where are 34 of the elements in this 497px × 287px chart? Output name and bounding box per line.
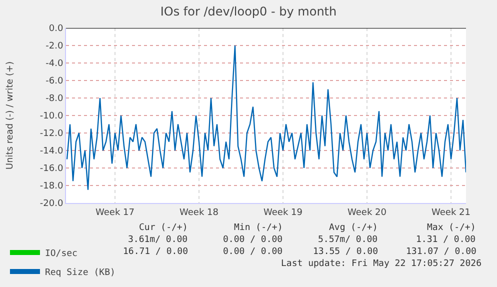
chart-title: IOs for /dev/loop0 - by month <box>160 4 337 19</box>
y-tick-label: -2.0 <box>46 42 64 52</box>
text: Last update: Fri May 22 17:05:27 2026 <box>281 259 482 269</box>
text: Max (-/+) <box>427 223 476 233</box>
text: 0.00 / 0.00 <box>223 235 283 245</box>
y-tick-label: -16.0 <box>40 164 64 174</box>
y-tick-label: -8.0 <box>46 94 64 104</box>
text: 5.57m/ 0.00 <box>318 235 378 245</box>
text: 3.61m/ 0.00 <box>128 235 188 245</box>
y-tick-label: -20.0 <box>40 199 64 210</box>
line-series <box>66 44 466 190</box>
y-tick-label: -4.0 <box>46 59 64 70</box>
text: 131.07 / 0.00 <box>406 247 476 257</box>
text: Min (-/+) <box>234 223 283 233</box>
text: 0.00 / 0.00 <box>223 247 283 257</box>
x-tick-label: Week 21 <box>432 208 470 218</box>
y-tick-label: -12.0 <box>40 129 64 140</box>
y-tick-label: -6.0 <box>46 76 64 87</box>
x-tick-label: Week 20 <box>348 208 387 218</box>
text: Avg (-/+) <box>329 223 378 233</box>
x-tick-label: Week 17 <box>96 208 134 218</box>
x-tick-label: Week 18 <box>180 208 219 218</box>
y-tick-label: 0.0 <box>48 24 64 34</box>
text: 13.55 / 0.00 <box>313 247 378 257</box>
text: 16.71 / 0.00 <box>123 247 188 257</box>
x-tick-label: Week 19 <box>264 208 303 218</box>
y-tick-label: -14.0 <box>40 146 64 157</box>
y-axis-title: Units read (-) / write (+) <box>6 61 16 170</box>
y-tick-label: -18.0 <box>40 182 64 192</box>
legend-label: IO/sec <box>44 249 78 260</box>
legend-label: Req Size (KB) <box>44 268 116 278</box>
text: Cur (-/+) <box>139 223 188 233</box>
text: 1.31 / 0.00 <box>416 235 476 245</box>
y-tick-label: -10.0 <box>40 112 64 122</box>
